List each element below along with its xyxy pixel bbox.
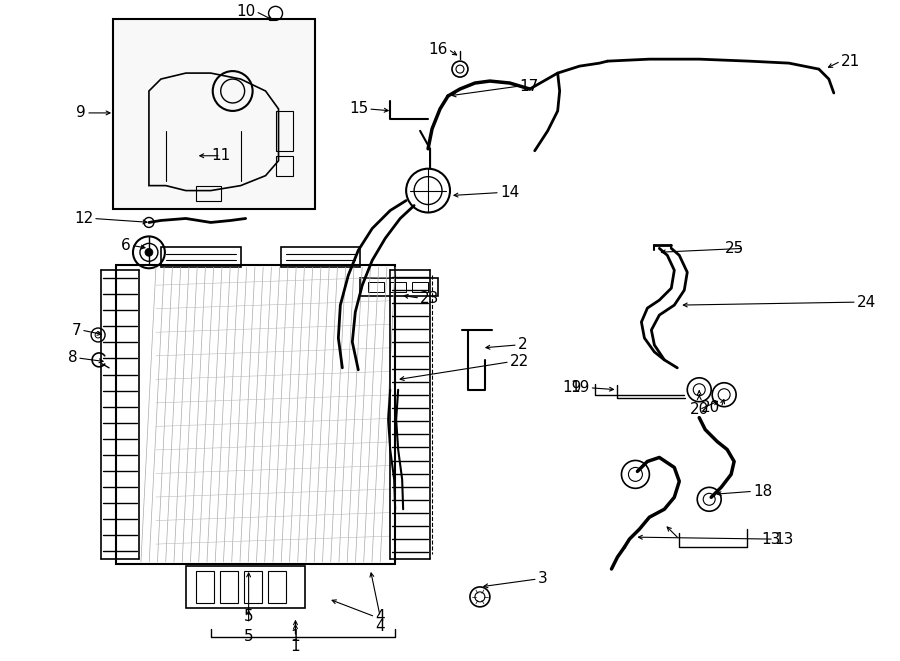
Text: 15: 15 [349,101,368,116]
Text: 1: 1 [291,629,301,644]
Text: 19: 19 [562,380,581,395]
Text: 20: 20 [701,400,721,415]
Text: 17: 17 [520,79,539,94]
Text: 1: 1 [291,639,301,654]
Text: 2: 2 [518,337,527,352]
Text: 14: 14 [500,185,519,200]
Text: 10: 10 [237,4,256,19]
FancyBboxPatch shape [113,19,315,208]
Text: 11: 11 [212,148,230,163]
Text: 7: 7 [71,323,81,338]
Text: 3: 3 [537,572,547,586]
Text: 16: 16 [428,42,448,57]
Text: 22: 22 [509,354,529,369]
Text: 4: 4 [375,609,385,624]
Text: 5: 5 [244,629,254,644]
Text: 21: 21 [841,54,860,69]
Text: 13: 13 [761,531,780,547]
Text: 19: 19 [571,380,590,395]
Text: 25: 25 [724,241,744,256]
Text: 20: 20 [689,402,709,417]
Text: 13: 13 [774,531,794,547]
Text: 23: 23 [420,291,439,305]
Text: 5: 5 [244,609,254,624]
Text: 8: 8 [68,350,77,366]
Circle shape [145,249,153,256]
Text: 6: 6 [122,238,131,253]
Text: 18: 18 [753,484,772,499]
Text: 24: 24 [857,295,876,309]
Text: 9: 9 [76,105,86,120]
Text: 12: 12 [74,211,93,226]
Text: 4: 4 [375,619,385,635]
